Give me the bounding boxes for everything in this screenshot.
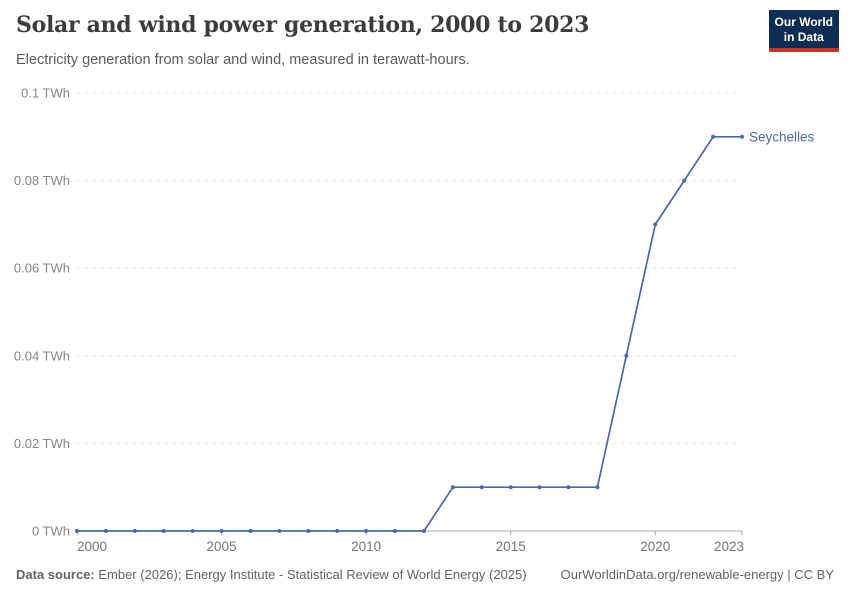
owid-logo-line1: Our World bbox=[774, 15, 833, 29]
data-point[interactable] bbox=[306, 529, 311, 533]
x-tick-label: 2020 bbox=[640, 539, 670, 554]
data-point[interactable] bbox=[161, 529, 166, 533]
data-point[interactable] bbox=[566, 485, 571, 490]
data-point[interactable] bbox=[624, 353, 629, 358]
page-title: Solar and wind power generation, 2000 to… bbox=[16, 12, 590, 38]
data-point[interactable] bbox=[653, 222, 658, 227]
data-point[interactable] bbox=[422, 529, 426, 533]
data-point[interactable] bbox=[277, 529, 282, 533]
x-tick-label: 2005 bbox=[207, 539, 237, 554]
data-point[interactable] bbox=[335, 529, 340, 533]
chart-subtitle: Electricity generation from solar and wi… bbox=[16, 52, 470, 68]
data-point[interactable] bbox=[711, 134, 716, 139]
x-tick-label: 2000 bbox=[77, 539, 107, 554]
data-point[interactable] bbox=[393, 529, 397, 533]
data-point[interactable] bbox=[450, 485, 455, 490]
data-source-label: Data source: bbox=[16, 567, 95, 582]
data-source-text: Ember (2026); Energy Institute - Statist… bbox=[98, 567, 527, 582]
data-point[interactable] bbox=[682, 178, 687, 183]
data-point[interactable] bbox=[132, 529, 137, 533]
y-tick-label: 0.04 TWh bbox=[14, 348, 70, 363]
data-point[interactable] bbox=[479, 485, 484, 490]
data-point[interactable] bbox=[219, 529, 224, 533]
data-point[interactable] bbox=[248, 529, 253, 533]
x-tick-label: 2010 bbox=[351, 539, 381, 554]
owid-logo-line2: in Data bbox=[783, 29, 824, 44]
data-point[interactable] bbox=[740, 134, 744, 139]
series-entity-label: Seychelles bbox=[749, 129, 815, 144]
data-point[interactable] bbox=[75, 529, 79, 533]
series-line[interactable] bbox=[76, 135, 743, 532]
y-tick-label: 0 TWh bbox=[32, 524, 70, 539]
y-tick-label: 0.08 TWh bbox=[14, 173, 70, 188]
data-point[interactable] bbox=[508, 485, 513, 490]
owid-logo: Our World in Data bbox=[768, 10, 839, 53]
y-tick-label: 0.02 TWh bbox=[14, 436, 70, 451]
chart-footer: Data source: Ember (2026); Energy Instit… bbox=[16, 567, 834, 582]
y-tick-label: 0.1 TWh bbox=[21, 86, 70, 101]
x-tick-label: 2023 bbox=[714, 539, 744, 554]
attribution-link[interactable]: OurWorldinData.org/renewable-energy | CC… bbox=[560, 567, 834, 582]
data-point[interactable] bbox=[103, 529, 108, 533]
data-source: Data source: Ember (2026); Energy Instit… bbox=[16, 567, 527, 582]
x-tick-label: 2015 bbox=[496, 539, 526, 554]
y-tick-label: 0.06 TWh bbox=[14, 261, 70, 276]
data-point[interactable] bbox=[190, 529, 195, 533]
data-point[interactable] bbox=[364, 529, 369, 533]
data-point[interactable] bbox=[595, 485, 600, 490]
data-point[interactable] bbox=[537, 485, 542, 490]
